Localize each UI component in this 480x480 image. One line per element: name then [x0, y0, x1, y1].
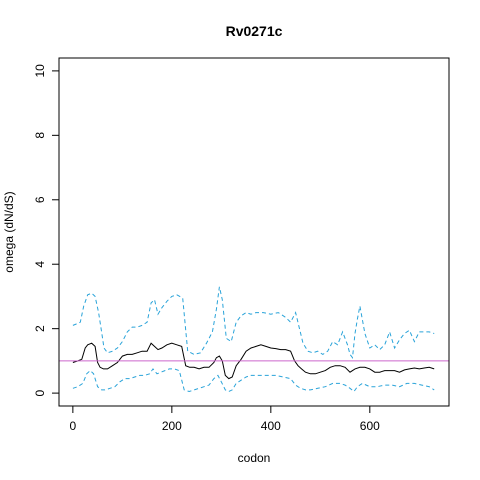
y-tick-label: 2 [33, 325, 47, 332]
y-tick-label: 10 [33, 64, 47, 78]
y-tick-label: 0 [33, 389, 47, 396]
mean-omega-line [72, 342, 435, 380]
y-tick-label: 8 [33, 132, 47, 139]
lower-bound-line [72, 368, 435, 393]
x-tick-label: 400 [261, 419, 281, 433]
upper-bound-line [72, 286, 435, 360]
x-tick-label: 600 [360, 419, 380, 433]
y-axis-label: omega (dN/dS) [2, 191, 16, 272]
y-tick-label: 4 [33, 261, 47, 268]
x-axis-label: codon [238, 451, 271, 465]
chart-title: Rv0271c [226, 23, 283, 39]
plot-frame [58, 57, 450, 407]
y-axis: 0 2 4 6 8 10 [33, 64, 60, 396]
x-tick-label: 200 [162, 419, 182, 433]
x-tick-label: 0 [70, 419, 77, 433]
y-tick-label: 6 [33, 196, 47, 203]
plot-area [59, 286, 449, 393]
x-axis: 0 200 400 600 [70, 405, 380, 433]
